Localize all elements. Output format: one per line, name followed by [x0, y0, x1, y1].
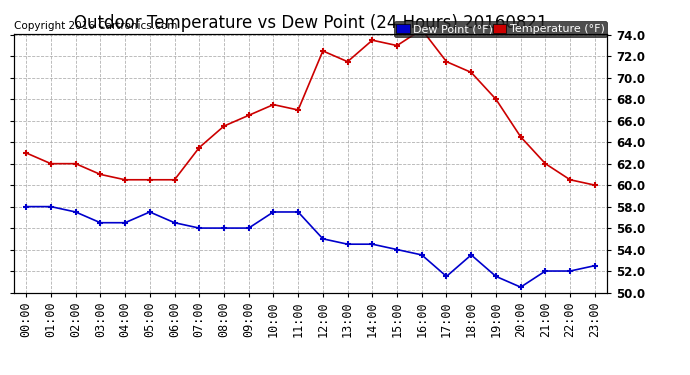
Title: Outdoor Temperature vs Dew Point (24 Hours) 20160821: Outdoor Temperature vs Dew Point (24 Hou… — [74, 14, 547, 32]
Legend: Dew Point (°F), Temperature (°F): Dew Point (°F), Temperature (°F) — [393, 21, 607, 37]
Text: Copyright 2016 Cartronics.com: Copyright 2016 Cartronics.com — [14, 21, 177, 31]
